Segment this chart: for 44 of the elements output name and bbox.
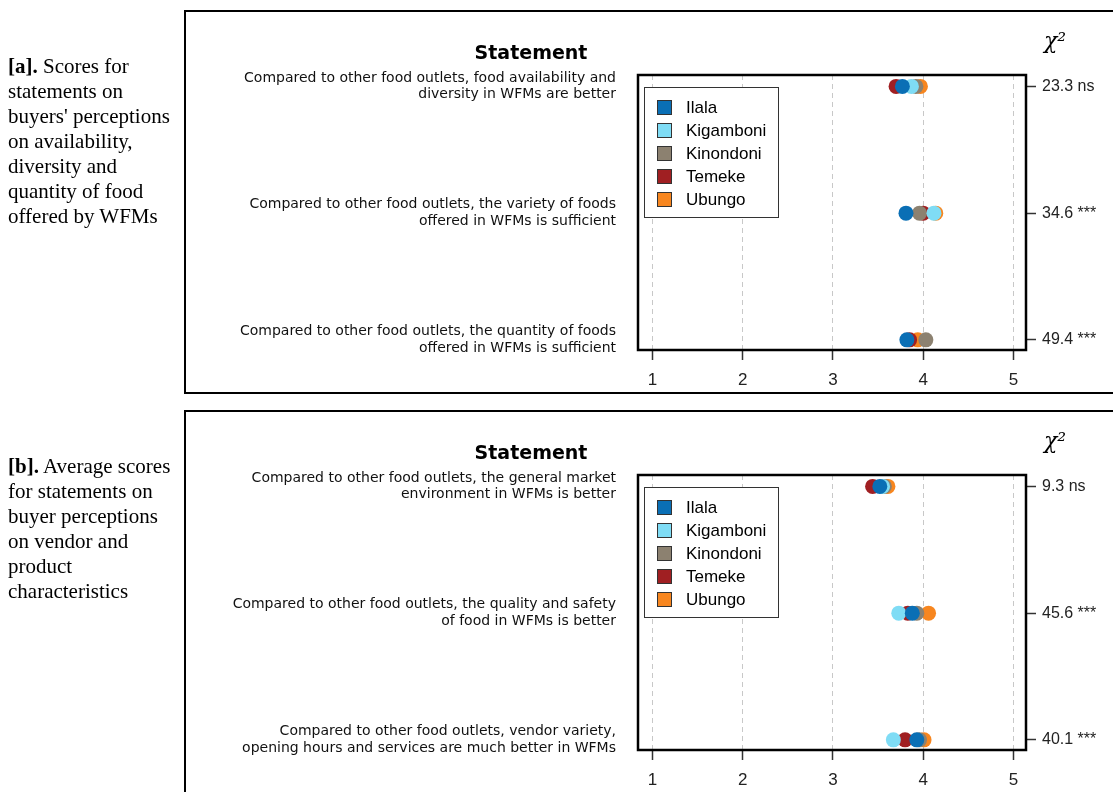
x-tick-label: 1 <box>647 369 658 389</box>
point <box>904 605 920 621</box>
y-tick-label: Compared to other food outlets, food availability and diversity in WFMs are better <box>244 68 617 102</box>
point <box>891 605 907 621</box>
point <box>885 732 901 748</box>
text: [b]. Average scores for statements on buyer perceptions on vendor and product characteristics <box>8 454 172 604</box>
legend-label: Ubungo <box>685 589 747 611</box>
y-tick-label: Compared to other food outlets, the quality and safety of food in WFMs is better <box>232 595 617 629</box>
y2-axis-title: χ² <box>1042 428 1067 453</box>
y-tick-label: Compared to other food outlets, the quantity of foods offered in WFMs is sufficient <box>239 322 617 355</box>
y2-tick-label: 40.1 *** <box>1042 730 1097 748</box>
x-tick-label: 3 <box>828 769 838 789</box>
y-axis-title: Statement <box>474 441 588 463</box>
x-tick-label: 4 <box>918 369 928 389</box>
x-tick-label: 5 <box>1008 369 1019 389</box>
legend-label: Kigamboni <box>685 120 767 142</box>
y-tick-label: Compared to other food outlets, vendor variety, opening hours and services are much better in WFMs <box>242 722 616 755</box>
y2-tick-label: 23.3 ns <box>1042 76 1095 94</box>
y2-tick-label: 9.3 ns <box>1042 476 1086 494</box>
legend-label: Ilala <box>685 497 719 519</box>
legend-label: Kinondoni <box>685 543 763 565</box>
y-axis-title: Statement <box>474 41 588 63</box>
point <box>918 332 934 348</box>
legend-label: Ilala <box>685 97 719 119</box>
point <box>894 78 910 94</box>
x-tick-label: 2 <box>737 769 748 789</box>
x-tick-label: 5 <box>1008 769 1019 789</box>
text: [a]. Scores for statements on buyers' perceptions on availability, diversity and quantity of food offered by WFMs <box>8 54 171 229</box>
x-tick-label: 1 <box>647 769 658 789</box>
y-tick-label: Compared to other food outlets, the variety of foods offered in WFMs is sufficient <box>249 195 617 229</box>
legend-label: Ubungo <box>685 189 747 211</box>
legend-label: Kigamboni <box>685 520 767 542</box>
y-tick-label: Compared to other food outlets, the general market environment in WFMs is better <box>251 468 617 502</box>
x-tick-label: 2 <box>737 369 748 389</box>
y2-tick-label: 45.6 *** <box>1042 603 1097 621</box>
y2-tick-label: 49.4 *** <box>1042 330 1097 348</box>
y2-axis-title: χ² <box>1042 28 1067 53</box>
y2-tick-label: 34.6 *** <box>1042 203 1097 221</box>
legend-label: Temeke <box>685 566 747 588</box>
legend-label: Temeke <box>685 166 747 188</box>
x-tick-label: 4 <box>918 769 928 789</box>
x-tick-label: 3 <box>828 369 838 389</box>
point <box>898 205 914 221</box>
legend-label: Kinondoni <box>685 143 763 165</box>
